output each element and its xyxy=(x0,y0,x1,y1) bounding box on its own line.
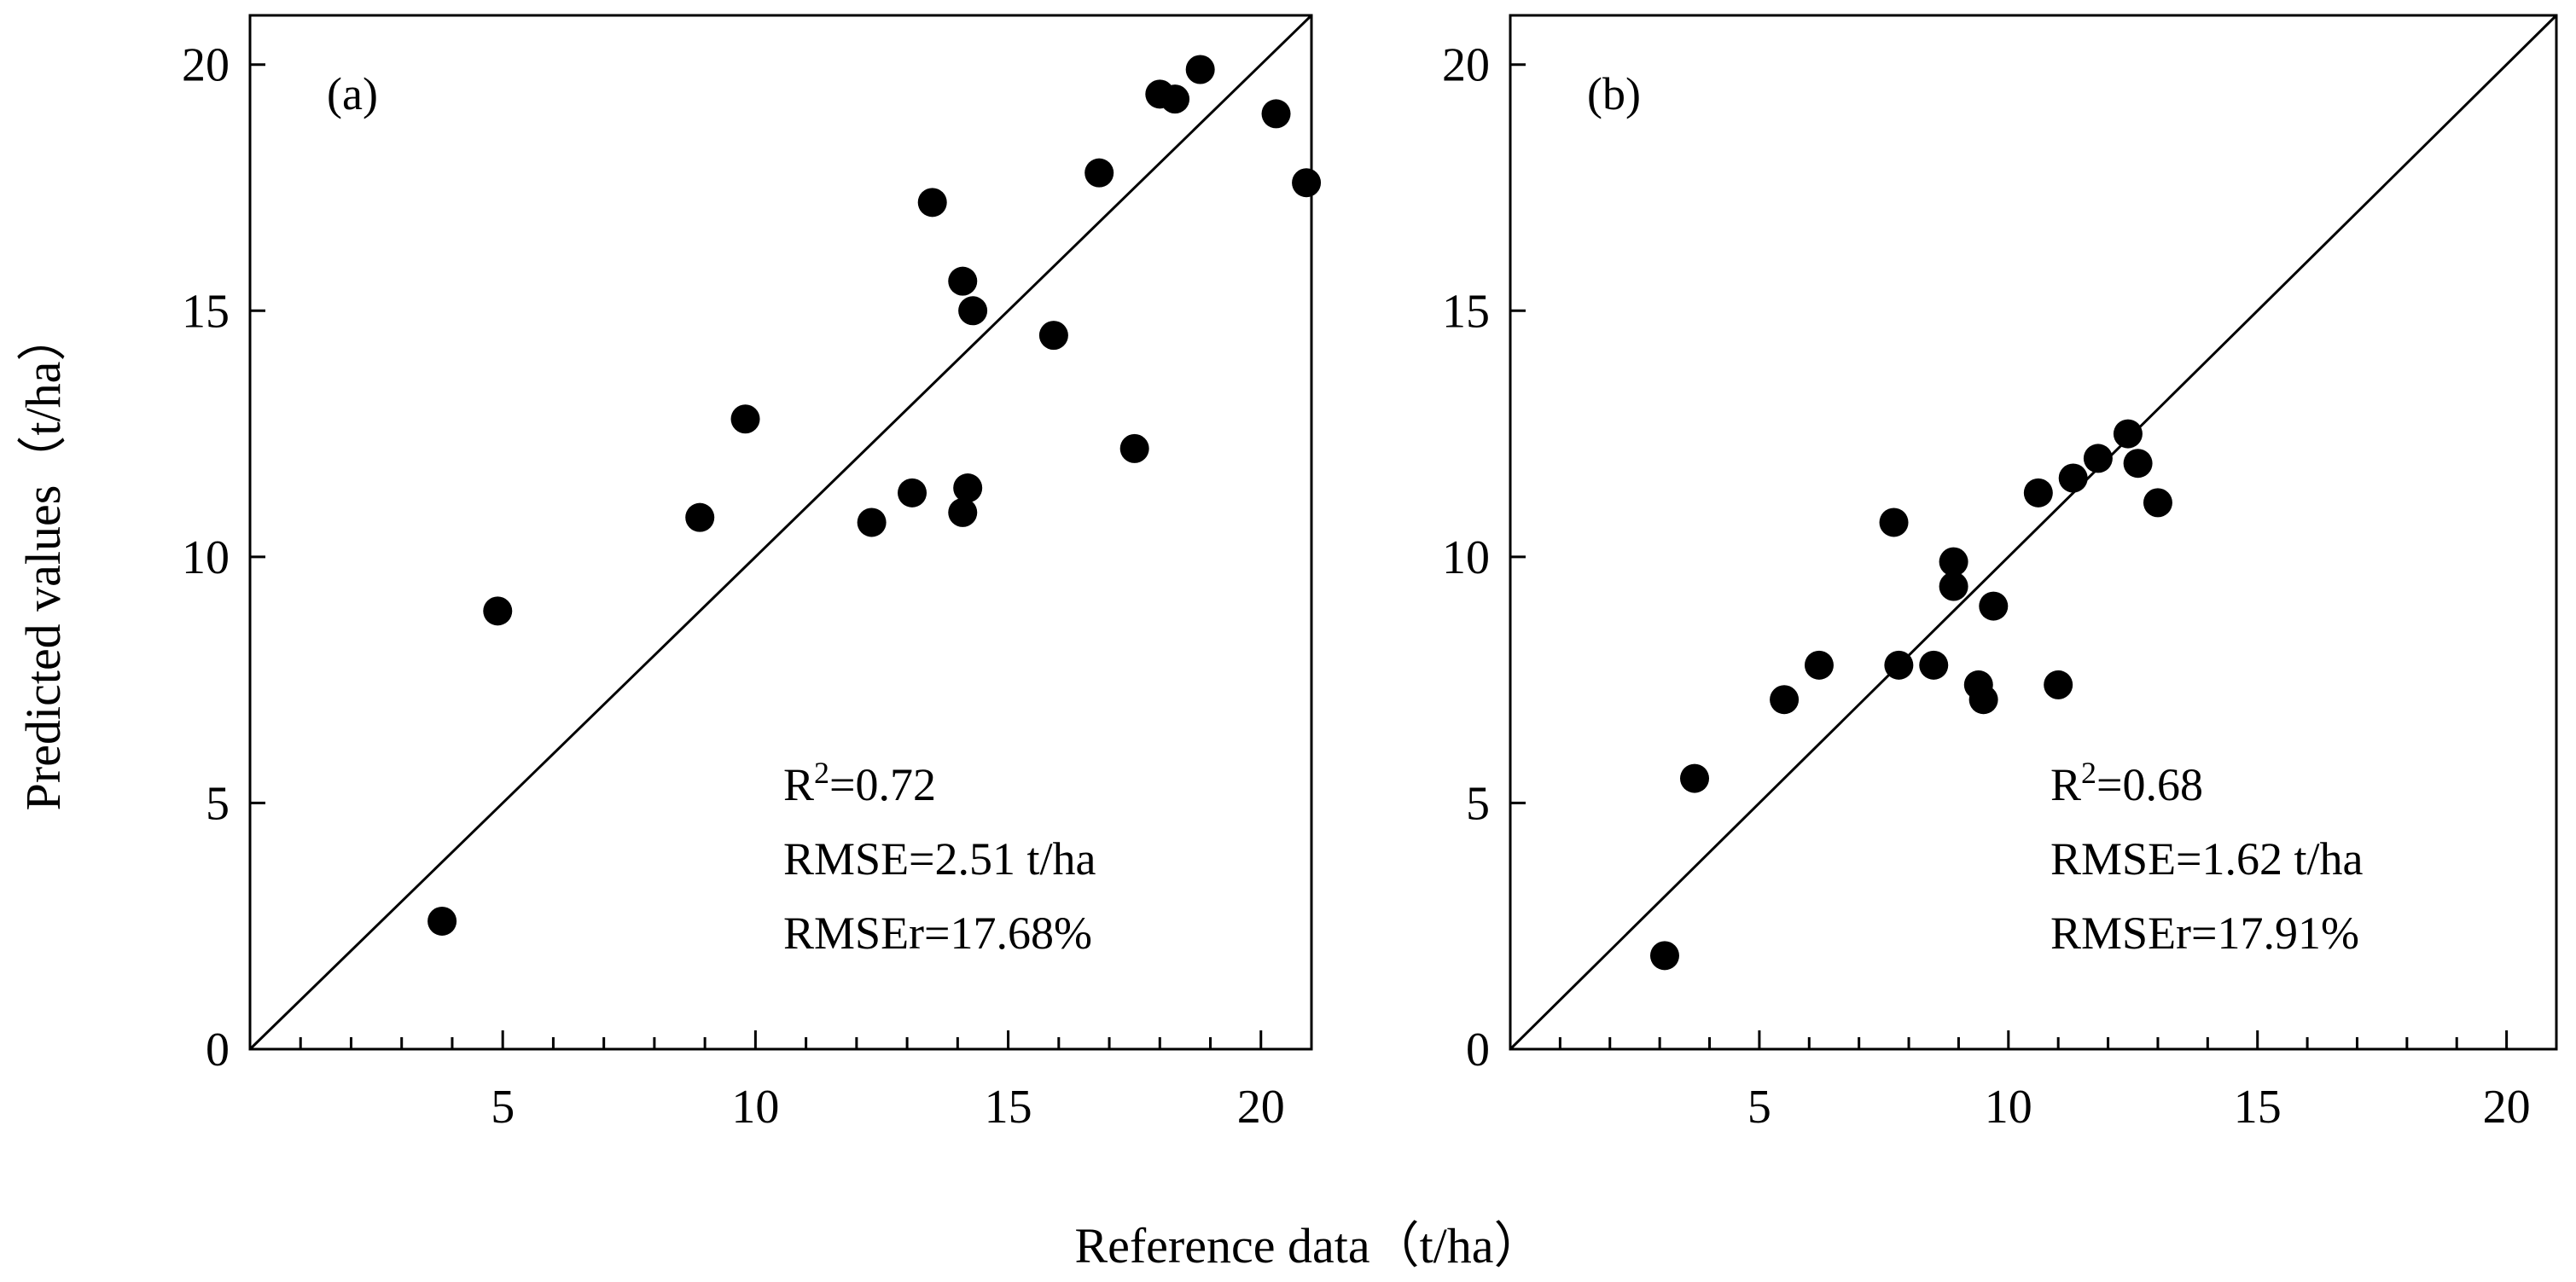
data-point xyxy=(2058,463,2088,493)
y-tick-label: 0 xyxy=(206,1024,230,1076)
data-point xyxy=(427,906,457,936)
data-point xyxy=(898,478,927,508)
y-tick-label: 20 xyxy=(182,39,230,92)
data-point xyxy=(2083,444,2113,473)
y-axis-label: Predicted values（t/ha） xyxy=(15,312,71,811)
data-point xyxy=(2113,419,2143,449)
data-point xyxy=(1649,941,1679,971)
x-tick-label: 15 xyxy=(2234,1081,2282,1134)
plot-frame xyxy=(1509,14,2558,1051)
y-tick-label: 0 xyxy=(1466,1024,1490,1076)
data-point xyxy=(953,473,983,503)
y-tick-label: 10 xyxy=(182,531,230,584)
x-tick-label: 10 xyxy=(1985,1081,2032,1134)
panel-b: 5 10 15 20 0 5 10 15 20 (b) R2=0.68 RMSE=1.62 t/ha R… xyxy=(1442,14,2558,1134)
data-point xyxy=(1084,158,1114,188)
y-tick-label: 5 xyxy=(206,777,230,830)
data-point xyxy=(1879,508,1909,537)
data-point xyxy=(857,508,887,537)
data-point xyxy=(917,188,947,218)
data-point xyxy=(1160,84,1190,114)
stats-rmser: RMSEr=17.68% xyxy=(783,908,1092,959)
data-point xyxy=(1939,571,1968,601)
y-tick-label: 15 xyxy=(1442,285,1490,338)
data-point xyxy=(1919,650,1949,680)
x-tick-label: 20 xyxy=(2483,1081,2531,1134)
data-point xyxy=(1261,99,1291,129)
data-point xyxy=(958,296,988,326)
data-point xyxy=(1119,433,1149,463)
y-tick-label: 15 xyxy=(182,285,230,338)
one-to-one-line xyxy=(248,14,1313,1051)
x-tick-label: 5 xyxy=(491,1081,515,1134)
stats-rmse: RMSE=1.62 t/ha xyxy=(2050,833,2364,885)
data-point xyxy=(2143,488,2172,518)
y-tick-label: 5 xyxy=(1466,777,1490,830)
x-tick-label: 20 xyxy=(1237,1081,1285,1134)
data-point xyxy=(1968,685,1998,715)
data-point xyxy=(1770,685,1800,715)
y-tick-label: 10 xyxy=(1442,531,1490,584)
x-tick-label: 10 xyxy=(731,1081,779,1134)
stats-r2: R2=0.68 xyxy=(2050,756,2203,810)
x-axis-label: Reference data（t/ha） xyxy=(1074,1218,1543,1273)
stats-rmse: RMSE=2.51 t/ha xyxy=(783,833,1096,885)
data-point xyxy=(2023,478,2053,508)
data-point xyxy=(483,596,513,626)
data-point xyxy=(1038,321,1068,351)
panel-a: 5 10 15 20 0 5 10 15 20 (a) R2=0.72 RMSE=2.51 t/ha R… xyxy=(182,14,1322,1134)
data-point xyxy=(1884,650,1914,680)
data-point xyxy=(2123,449,2153,479)
data-point xyxy=(730,404,760,434)
data-point xyxy=(948,266,978,296)
plot-frame xyxy=(248,14,1313,1051)
panel-label: (a) xyxy=(327,68,378,119)
data-point xyxy=(1939,547,1968,577)
data-point xyxy=(685,502,715,532)
data-point xyxy=(1680,763,1710,793)
panel-label: (b) xyxy=(1587,68,1641,119)
data-point xyxy=(1292,168,1322,198)
data-point xyxy=(1804,650,1834,680)
data-point xyxy=(2044,670,2073,699)
stats-r2: R2=0.72 xyxy=(783,756,936,810)
data-point xyxy=(1979,591,2009,621)
data-point xyxy=(948,497,978,527)
x-tick-label: 15 xyxy=(985,1081,1032,1134)
one-to-one-line xyxy=(1509,14,2558,1051)
stats-rmser: RMSEr=17.91% xyxy=(2050,908,2359,959)
y-tick-label: 20 xyxy=(1442,39,1490,92)
data-point xyxy=(1185,55,1215,84)
x-tick-label: 5 xyxy=(1747,1081,1771,1134)
